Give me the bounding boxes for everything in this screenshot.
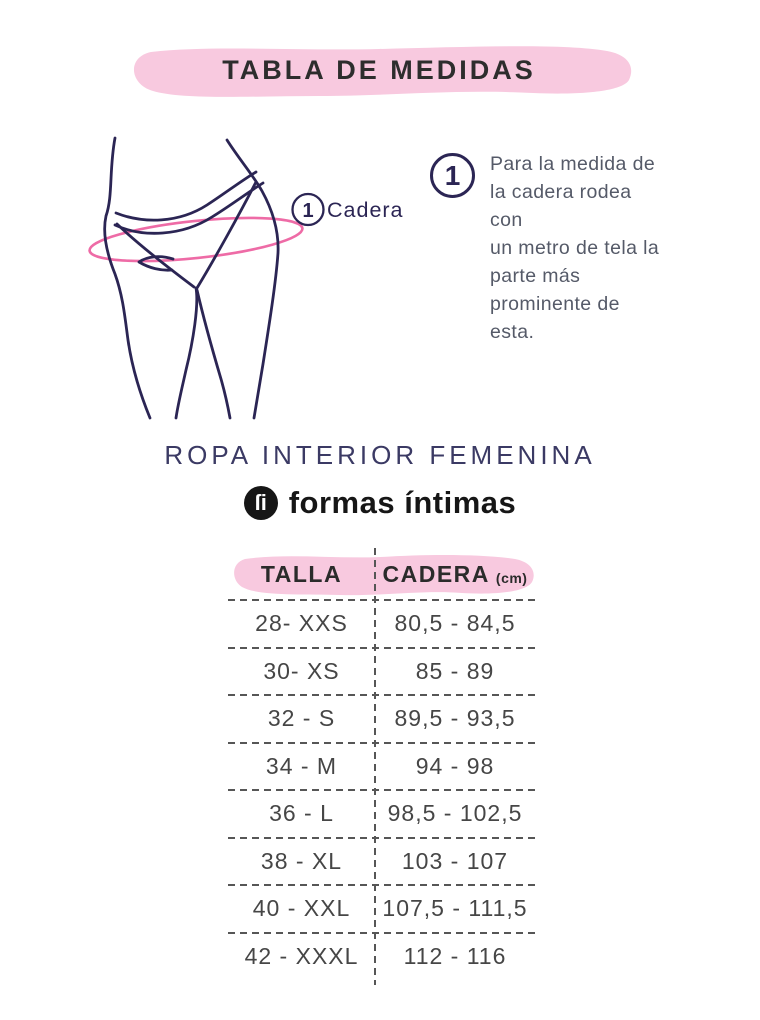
unit-label: (cm): [495, 570, 528, 586]
column-header-talla: TALLA: [260, 561, 343, 587]
body-left-outline: [103, 136, 152, 420]
talla-cell: 30- XS: [263, 657, 340, 684]
talla-cell: 34 - M: [265, 752, 338, 779]
table-row: 34 - M 94 - 98: [228, 741, 535, 791]
brand-logo-glyph: ſi: [254, 490, 267, 515]
instruction-text: Para la medida de la cadera rodea con un…: [490, 153, 660, 343]
talla-cell: 36 - L: [269, 800, 334, 827]
cadera-label-number: 1: [302, 200, 313, 222]
page-title: TABLA DE MEDIDAS: [222, 54, 536, 85]
instruction-block: 1 Para la medida de la cadera rodea con …: [430, 150, 666, 346]
table-row: 38 - XL 103 - 107: [228, 836, 535, 886]
panty-right-edge: [195, 180, 258, 290]
table-row: 42 - XXXL 112 - 116: [228, 931, 535, 981]
brand-logo-icon: ſi: [243, 486, 278, 520]
table-header: TALLA CADERA (cm): [228, 552, 535, 600]
column-header-cadera-text: CADERA: [382, 561, 490, 587]
table-row: 30- XS 85 - 89: [228, 646, 535, 696]
size-table: TALLA CADERA (cm) 28- XXS 80,5 - 84,5 30…: [228, 548, 535, 985]
brand-name: formas íntimas: [288, 485, 517, 520]
hip-measurement-illustration: 1 Cadera: [88, 136, 404, 420]
header-blob-shape: [234, 554, 534, 596]
instruction-number-badge: 1: [430, 153, 475, 198]
cadera-cell: 98,5 - 102,5: [387, 800, 523, 827]
table-row: 40 - XXL 107,5 - 111,5: [228, 884, 535, 933]
cadera-cell: 89,5 - 93,5: [394, 705, 516, 732]
waistband-upper-line: [114, 170, 258, 222]
talla-cell: 32 - S: [267, 705, 336, 732]
cadera-cell: 112 - 116: [403, 942, 507, 969]
talla-cell: 40 - XXL: [252, 895, 351, 922]
talla-cell: 42 - XXXL: [244, 942, 359, 969]
cadera-label-text: Cadera: [327, 198, 404, 222]
fabric-fold-detail: [137, 255, 175, 272]
cadera-label-circle: [291, 192, 325, 227]
cadera-cell: 107,5 - 111,5: [382, 895, 528, 922]
waistband-lower-line: [113, 181, 265, 235]
talla-cell: 28- XXS: [255, 610, 348, 637]
column-header-cadera: CADERA (cm): [375, 552, 535, 597]
body-right-outline: [225, 138, 280, 420]
cadera-cell: 94 - 98: [415, 752, 495, 779]
inner-leg-right: [195, 288, 232, 420]
hip-measure-ellipse: [88, 216, 304, 263]
inner-leg-left: [174, 286, 199, 420]
title-banner: TABLA DE MEDIDAS: [123, 43, 635, 97]
instruction-number: 1: [444, 159, 461, 191]
cadera-cell: 80,5 - 84,5: [394, 610, 516, 637]
table-row: 36 - L 98,5 - 102,5: [228, 789, 535, 838]
section-heading: ROPA INTERIOR FEMENINA: [164, 440, 596, 470]
cadera-cell: 85 - 89: [415, 657, 495, 684]
column-divider: [374, 548, 376, 985]
banner-blob-shape: [133, 46, 632, 97]
talla-cell: 38 - XL: [260, 847, 343, 874]
table-row: 32 - S 89,5 - 93,5: [228, 694, 535, 743]
table-row: 28- XXS 80,5 - 84,5: [228, 599, 535, 648]
cadera-cell: 103 - 107: [401, 847, 509, 874]
brand-logo: ſi formas íntimas: [0, 485, 760, 521]
